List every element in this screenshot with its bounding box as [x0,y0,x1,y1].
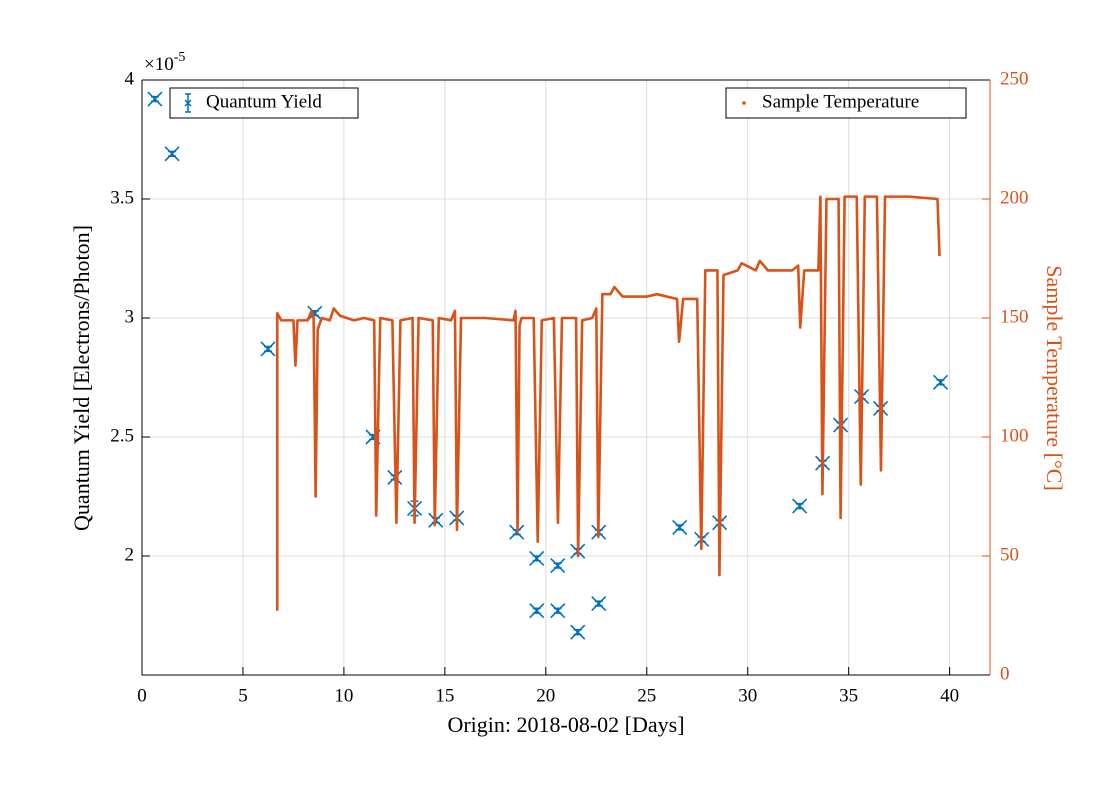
y2-tick-label: 50 [1000,544,1019,565]
data-point [365,429,381,445]
y2-tick-label: 0 [1000,663,1010,684]
data-point [550,603,566,619]
x-tick-label: 10 [334,685,353,706]
x-axis-label: Origin: 2018-08-02 [Days] [447,712,684,737]
y2-tick-label: 200 [1000,187,1029,208]
data-point [147,91,163,107]
y-tick-label: 2 [125,544,135,565]
axes-box [141,79,990,676]
legend-box [725,87,967,119]
data-point [260,341,276,357]
x-tick-label: 0 [137,685,147,706]
legend-label: Quantum Yield [206,91,322,112]
data-point [164,146,180,162]
multiplier-base: ×10 [144,54,174,75]
y-tick-label: 2.5 [110,425,134,446]
legend: Sample Temperature [725,87,967,119]
data-point [932,374,949,390]
x-tick-label: 5 [238,685,248,706]
x-tick-label: 40 [940,685,959,706]
y2-tick-label: 250 [1000,68,1029,89]
x-tick-label: 15 [435,685,454,706]
data-point [591,596,607,612]
multiplier-exponent: -5 [174,50,186,65]
data-point [550,557,566,574]
data-point [672,519,688,536]
data-point [529,603,545,619]
data-point [307,305,323,321]
y-axis-label: Quantum Yield [Electrons/Photon] [69,225,94,531]
x-tick-label: 25 [637,685,656,706]
data-point [529,550,545,566]
x-tick-label: 20 [536,685,555,706]
y2-axis-label: Sample Temperature [°C] [1042,265,1067,491]
x-tick-label: 35 [839,685,858,706]
legend-box [169,87,359,119]
data-point [792,498,808,514]
legend: Quantum Yield [169,87,359,119]
y-tick-label: 3 [125,306,135,327]
legend-label: Sample Temperature [762,91,919,112]
y-multiplier: ×10-5 [144,50,185,75]
y-tick-label: 3.5 [110,187,134,208]
x-tick-label: 30 [738,685,757,706]
legend-symbol [184,93,192,113]
temperature-line [275,195,941,611]
y2-tick-label: 100 [1000,425,1029,446]
legend-symbol [742,101,746,105]
y-tick-label: 4 [125,68,135,89]
y2-tick-label: 150 [1000,306,1029,327]
data-point [570,624,586,640]
